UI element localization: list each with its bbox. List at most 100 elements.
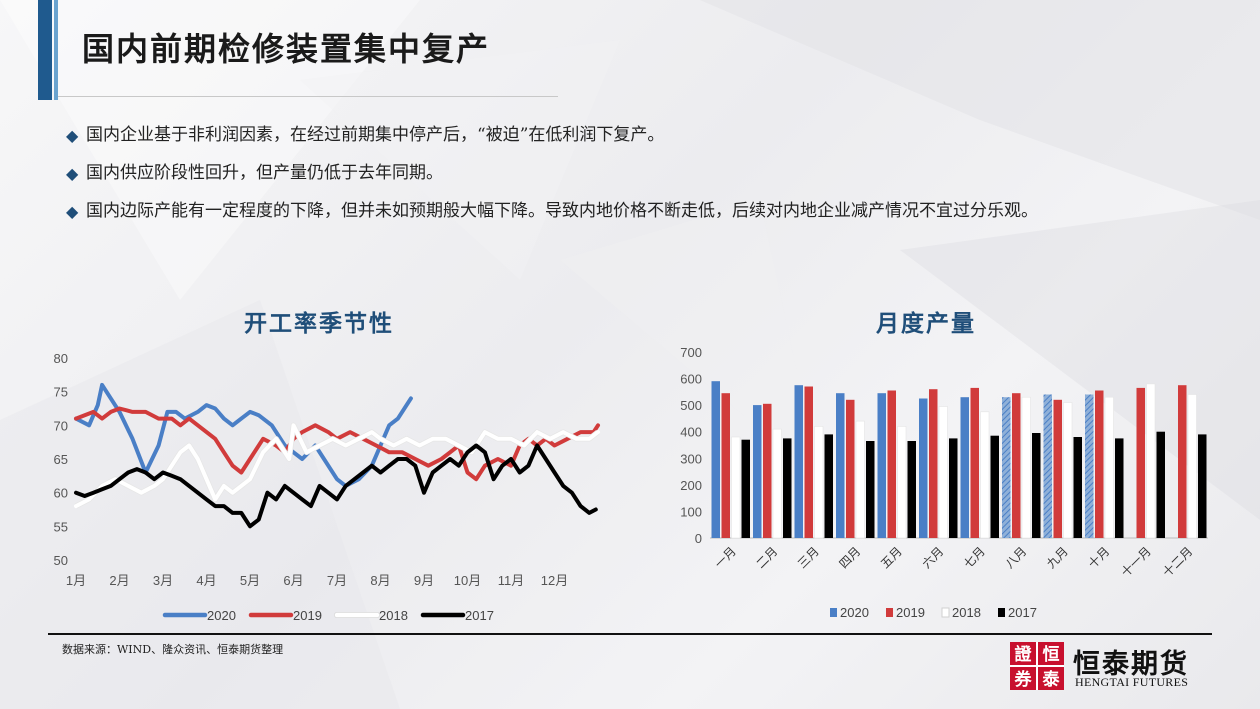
legend-label: 2017	[1008, 605, 1037, 620]
x-tick-label: 3月	[153, 573, 173, 588]
bar-2020	[1043, 394, 1052, 538]
legend-swatch-2017	[998, 608, 1005, 617]
bar-chart-title: 月度产量	[876, 310, 976, 337]
y-tick-label: 50	[54, 553, 68, 568]
bar-2019	[721, 393, 730, 538]
x-tick-label: 5月	[240, 573, 260, 588]
y-tick-label: 65	[54, 452, 68, 467]
bullet-text: 国内供应阶段性回升，但产量仍低于去年同期。	[86, 163, 443, 183]
bar-2019	[1053, 399, 1062, 538]
y-tick-label: 300	[680, 451, 702, 466]
bar-2017	[741, 439, 750, 538]
legend-label: 2017	[465, 608, 494, 623]
bullet-text: 国内企业基于非利润因素，在经过前期集中停产后，“被迫”在低利润下复产。	[86, 125, 665, 145]
y-tick-label: 200	[680, 478, 702, 493]
x-tick-label: 11月	[498, 573, 525, 588]
x-tick-label: 六月	[919, 544, 946, 571]
bullet-item: ◆ 国内边际产能有一定程度的下降，但并未如预期般大幅下降。导致内地价格不断走低，…	[66, 199, 1196, 224]
bar-2020	[877, 393, 886, 538]
company-name-en: HENGTAI FUTURES	[1075, 675, 1189, 689]
company-logo-seal: 證 恒 券 泰	[1010, 642, 1064, 690]
x-tick-label: 十月	[1085, 544, 1112, 571]
legend-label: 2018	[952, 605, 981, 620]
bar-2020	[794, 385, 803, 538]
bullet-text: 国内边际产能有一定程度的下降，但并未如预期般大幅下降。导致内地价格不断走低，后续…	[86, 201, 1038, 221]
x-tick-label: 十二月	[1160, 544, 1195, 579]
x-tick-label: 四月	[836, 544, 863, 571]
legend-swatch-2020	[830, 608, 837, 617]
page-title: 国内前期检修装置集中复产	[82, 30, 491, 68]
bar-2018	[814, 426, 824, 539]
x-tick-label: 二月	[753, 544, 780, 571]
x-tick-label: 2月	[109, 573, 129, 588]
x-tick-label: 9月	[414, 573, 434, 588]
bar-2018	[1146, 383, 1156, 539]
data-source-note: 数据来源：WIND、隆众资讯、恒泰期货整理	[62, 643, 284, 656]
y-tick-label: 700	[680, 345, 702, 360]
bar-2020	[960, 397, 969, 538]
bar-2018	[938, 406, 948, 539]
bar-2019	[1178, 385, 1187, 538]
series-line-2017	[74, 443, 598, 529]
bar-2018	[855, 420, 865, 539]
bar-2017	[1115, 438, 1124, 538]
legend-label: 2020	[840, 605, 869, 620]
line-chart-title: 开工率季节性	[244, 310, 394, 337]
svg-text:恒: 恒	[1043, 644, 1060, 664]
bar-2017	[824, 434, 833, 538]
y-tick-label: 400	[680, 425, 702, 440]
title-accent-stripe	[54, 0, 58, 100]
legend-label: 2019	[293, 608, 322, 623]
bar-2020	[1002, 397, 1011, 538]
bar-2017	[1198, 434, 1207, 538]
diamond-bullet-icon: ◆	[66, 164, 79, 183]
bar-2020	[711, 381, 720, 538]
bar-2019	[1012, 393, 1021, 538]
x-tick-label: 4月	[196, 573, 216, 588]
svg-text:泰: 泰	[1043, 669, 1061, 689]
x-tick-label: 12月	[541, 573, 568, 588]
bar-2019	[763, 403, 772, 538]
bullet-list: ◆ 国内企业基于非利润因素，在经过前期集中停产后，“被迫”在低利润下复产。 ◆ …	[66, 123, 1196, 237]
x-tick-label: 10月	[454, 573, 481, 588]
title-divider	[58, 96, 558, 97]
line-chart: 80 75 70 65 60 55 50 1月 2月 3月 4月 5月 6月 7月 8月 9月 10月 11月 12…	[54, 351, 600, 623]
bar-2018	[980, 411, 990, 539]
legend-label: 2019	[896, 605, 925, 620]
x-tick-label: 8月	[370, 573, 390, 588]
diamond-bullet-icon: ◆	[66, 126, 79, 145]
x-tick-label: 七月	[961, 544, 988, 571]
bar-2017	[907, 441, 916, 538]
bar-chart: 700 600 500 400 300 200 100 0 一月 二月 三月 四月 五月 六月 七月 八月 九月…	[680, 345, 1208, 620]
x-tick-label: 十一月	[1119, 544, 1154, 579]
bar-2019	[804, 386, 813, 538]
bar-2019	[887, 390, 896, 538]
x-tick-label: 6月	[283, 573, 303, 588]
x-tick-label: 三月	[795, 544, 822, 571]
bar-2017	[1156, 431, 1165, 538]
y-tick-label: 60	[54, 486, 68, 501]
legend-label: 2018	[379, 608, 408, 623]
bar-2020	[919, 398, 928, 538]
y-tick-label: 70	[54, 418, 68, 433]
y-tick-label: 75	[54, 385, 68, 400]
diamond-bullet-icon: ◆	[66, 202, 79, 221]
bar-2019	[929, 389, 938, 538]
bar-2018	[897, 426, 907, 539]
y-tick-label: 0	[695, 531, 702, 546]
x-tick-label: 九月	[1044, 544, 1071, 571]
bar-2018	[1187, 394, 1197, 539]
bar-2018	[731, 436, 741, 539]
title-accent-bar	[38, 0, 52, 100]
bar-2017	[866, 441, 875, 538]
company-name: 恒泰期货	[1073, 649, 1189, 680]
x-tick-label: 五月	[878, 544, 905, 571]
footer-divider	[48, 633, 1212, 635]
legend-swatch-2019	[886, 608, 893, 617]
bar-2018	[1104, 396, 1114, 539]
bullet-item: ◆ 国内供应阶段性回升，但产量仍低于去年同期。	[66, 161, 1196, 186]
bar-2017	[1032, 433, 1041, 538]
svg-text:證: 證	[1015, 644, 1033, 664]
x-tick-label: 八月	[1002, 544, 1029, 571]
bar-2017	[783, 438, 792, 538]
